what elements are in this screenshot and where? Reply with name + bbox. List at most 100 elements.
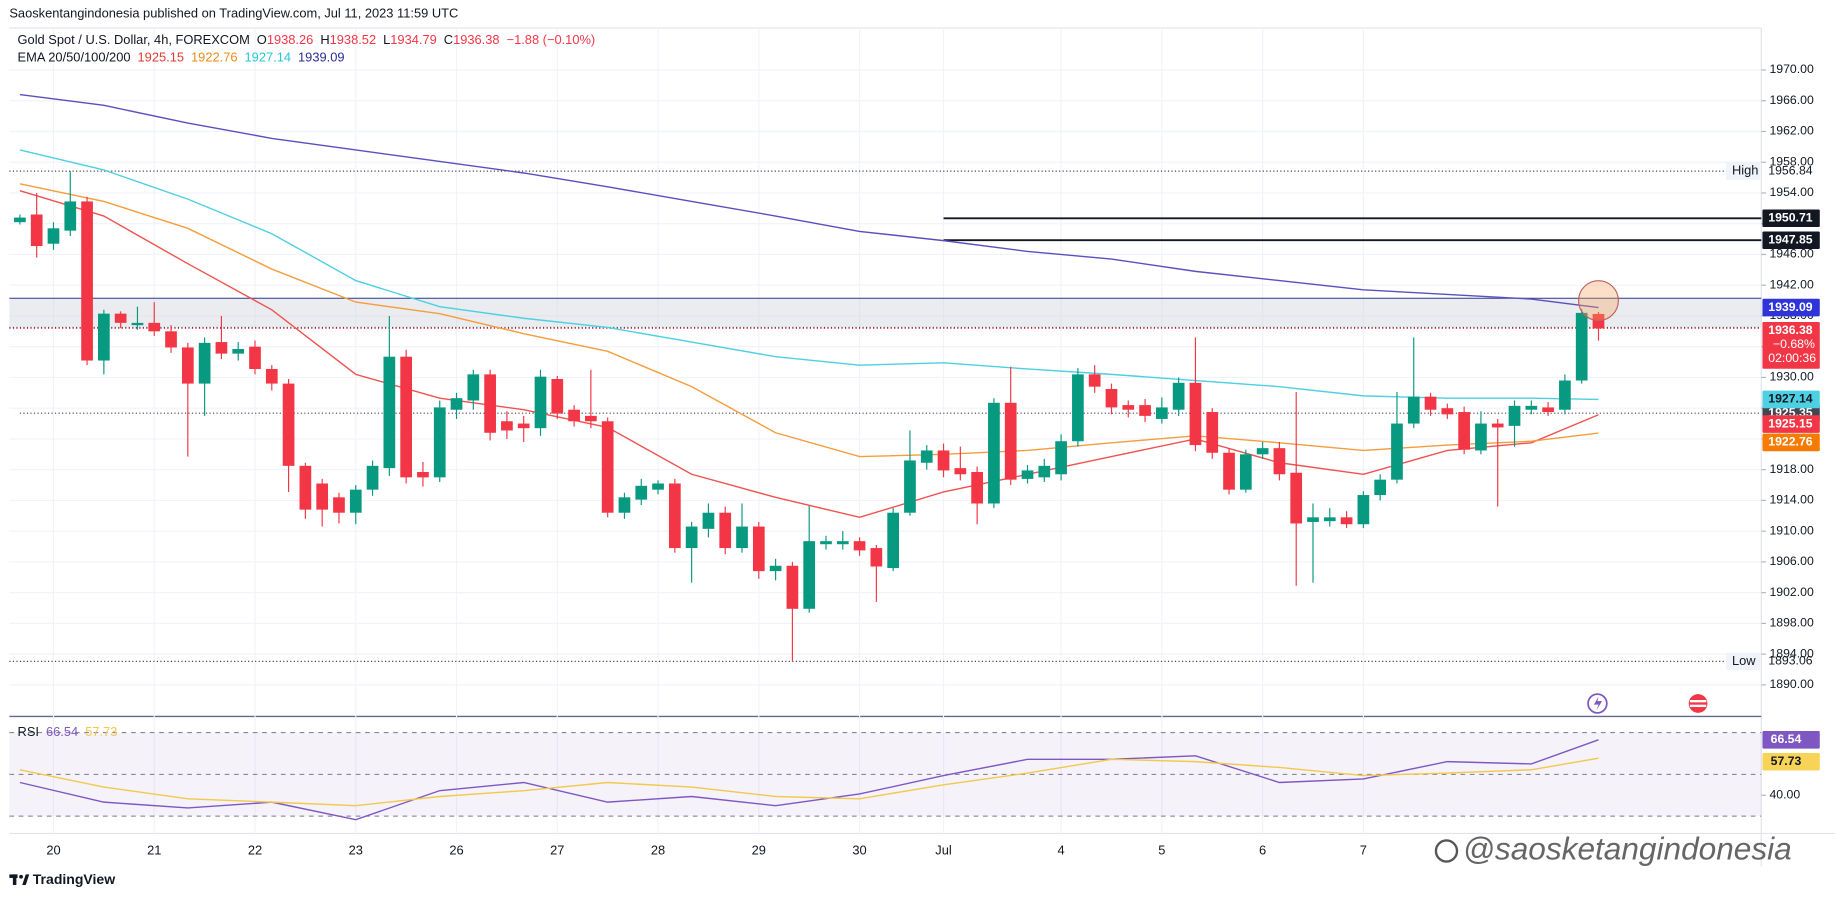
x-tick-label: 4	[1058, 842, 1065, 857]
x-tick-label: 22	[248, 842, 262, 857]
flag-icon	[1689, 700, 1707, 703]
low-tag-bg	[1726, 652, 1761, 671]
ema-label-bg	[1762, 415, 1820, 433]
line-label: 1950.71	[1768, 211, 1813, 225]
ema-line	[19, 183, 1599, 458]
candle-body	[1122, 405, 1135, 410]
candle-body	[349, 489, 362, 513]
legend-ema: EMA 20/50/100/200 1925.15 1922.76 1927.14 19…	[18, 50, 345, 65]
candle-body	[585, 415, 597, 422]
flag-icon	[1689, 704, 1707, 708]
candle-body	[181, 347, 194, 384]
x-tick-label: 20	[46, 842, 60, 857]
watermark: @saosketangindonesia	[1463, 830, 1792, 866]
highlight	[1578, 280, 1619, 322]
candle-body	[1021, 470, 1034, 479]
candle-body	[719, 512, 732, 549]
candle-body	[30, 214, 43, 247]
legend-rsi-title: RSI	[18, 724, 39, 739]
y-tick-label: 1918.00	[1769, 462, 1814, 476]
candle-body	[1424, 396, 1437, 410]
x-tick-label: 6	[1259, 842, 1266, 857]
legend-rsi: RSI 66.54 57.73	[18, 724, 118, 739]
candle-body	[417, 471, 429, 478]
logo-icon	[19, 874, 23, 879]
high-value: 1956.84	[1768, 163, 1813, 177]
candle-body	[1491, 423, 1504, 428]
candle-body	[601, 421, 614, 513]
candle-body	[803, 541, 816, 609]
candle-body	[450, 398, 463, 410]
candle-body	[98, 313, 110, 361]
candle-body	[198, 342, 211, 384]
high-tag-bg	[1726, 162, 1761, 180]
y-tick-label: 1902.00	[1769, 585, 1814, 599]
candle-body	[1256, 448, 1269, 455]
candle-body	[685, 526, 698, 549]
candle-body	[904, 460, 916, 513]
candle-body	[568, 409, 580, 422]
legend-title: Gold Spot / U.S. Dollar, 4h, FOREXCOM	[18, 32, 250, 47]
current-price: 1936.38	[1768, 323, 1813, 337]
ema-label: 1927.14	[1768, 392, 1813, 406]
line-label: 1947.85	[1768, 232, 1813, 246]
candle-body	[484, 374, 496, 433]
candle-body	[1559, 380, 1571, 410]
candle-body	[333, 497, 345, 513]
x-tick-label: Jul	[935, 842, 951, 857]
candle-body	[1239, 454, 1252, 490]
candle-body	[1223, 452, 1235, 490]
line-label-bg	[1762, 209, 1820, 228]
watermark-icon	[1434, 839, 1459, 863]
legend-ohlc-key: L	[383, 32, 390, 47]
candle-body	[383, 356, 396, 469]
candle-body	[1088, 374, 1101, 387]
rsi-label-bg	[1762, 752, 1820, 771]
candle-body	[1525, 405, 1538, 410]
candle-body	[1156, 407, 1168, 419]
candle-body	[81, 201, 93, 361]
candle-body	[887, 512, 900, 569]
candle-body	[1004, 402, 1017, 480]
candle-body	[836, 541, 849, 545]
y-tick-label: 1910.00	[1769, 523, 1814, 537]
x-tick-label: 5	[1158, 842, 1165, 857]
rsi-line	[19, 757, 1599, 807]
y-tick-label: 1970.00	[1769, 62, 1814, 76]
candle-body	[1055, 441, 1067, 475]
legend-ohlc-key: C	[444, 32, 453, 47]
ema-label: 1939.09	[1768, 300, 1813, 314]
candle-body	[1458, 412, 1470, 450]
y-tick-label: 1898.00	[1769, 616, 1814, 630]
candle-body	[1508, 405, 1521, 426]
candle-body	[820, 541, 832, 545]
rsi-label: 57.73	[1771, 754, 1802, 768]
candle-body	[1189, 382, 1202, 446]
rsi-label-bg	[1762, 731, 1820, 749]
legend-ohlc-key: O	[257, 32, 267, 47]
flag-icon	[1688, 694, 1708, 713]
y-tick-label: 1942.00	[1769, 277, 1814, 291]
candle-body	[652, 483, 664, 490]
ema-label: 1925.15	[1768, 416, 1813, 430]
current-bg	[1762, 321, 1820, 369]
candle-body	[131, 322, 144, 326]
candle-body	[249, 346, 261, 369]
legend-ohlc-value: 1936.38	[453, 32, 499, 47]
candle-body	[467, 374, 480, 401]
y-tick-label: 1894.00	[1769, 646, 1814, 660]
candle-body	[1307, 517, 1319, 522]
current-change: −0.68%	[1773, 337, 1815, 351]
candle-body	[870, 548, 883, 567]
countdown: 02:00:36	[1768, 351, 1816, 365]
candle-body	[534, 376, 547, 429]
legend-ema-value: 1927.14	[245, 50, 291, 65]
candle-body	[282, 383, 295, 466]
legend-change: −1.88 (−0.10%)	[507, 32, 596, 47]
candle-body	[1072, 374, 1084, 442]
candle-body	[64, 201, 77, 231]
candle-body	[988, 402, 1000, 504]
candle-body	[1290, 472, 1303, 524]
legend-ema-value: 1925.15	[138, 50, 184, 65]
candle-body	[215, 342, 228, 354]
